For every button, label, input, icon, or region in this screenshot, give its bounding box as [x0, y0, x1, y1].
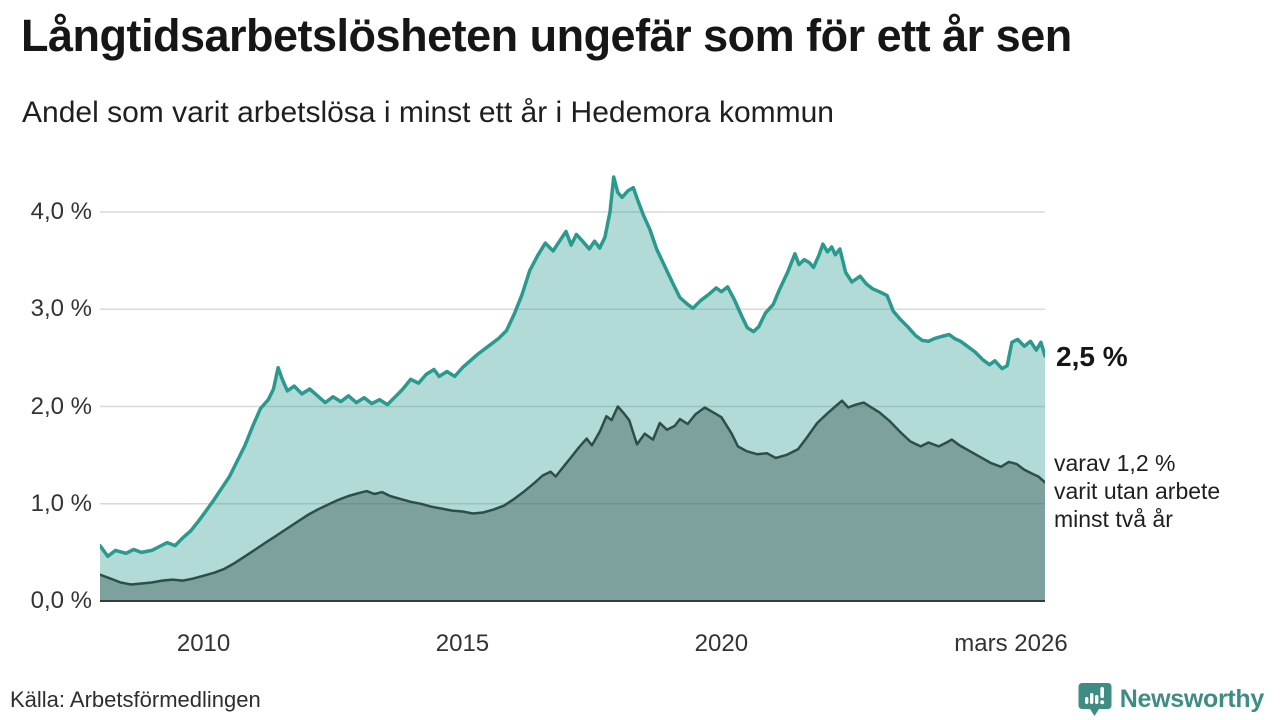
y-tick-label: 1,0 %: [30, 489, 92, 517]
subseries-annotation-line3: minst två år: [1054, 506, 1173, 532]
y-tick-label: 3,0 %: [30, 295, 92, 323]
page-subtitle: Andel som varit arbetslösa i minst ett å…: [22, 96, 834, 129]
x-tick-label: 2015: [435, 630, 490, 657]
plot-area: [98, 165, 1047, 605]
x-tick-label: mars 2026: [954, 630, 1068, 657]
y-tick-label: 2,0 %: [30, 392, 92, 420]
page-title: Långtidsarbetslösheten ungefär som för e…: [21, 10, 1072, 61]
area-chart: [98, 175, 1047, 602]
newsworthy-wordmark: Newsworthy: [1119, 685, 1265, 713]
series-area-1: [100, 177, 1045, 601]
x-tick-label: 2020: [694, 630, 749, 657]
source-attribution: Källa: Arbetsförmedlingen: [10, 687, 261, 712]
series-line-1: [98, 175, 1047, 559]
series-end-value-label: 2,5 %: [1056, 341, 1128, 372]
series-line-2: [98, 399, 1047, 586]
x-tick-label: 2010: [176, 630, 231, 657]
bar-chart-speech-bubble-icon: [1078, 683, 1112, 716]
series-area-2: [100, 400, 1045, 601]
newsworthy-logo: Newsworthy: [1078, 682, 1264, 717]
subseries-annotation-line1: varav 1,2 %: [1054, 450, 1176, 476]
y-tick-label: 0,0 %: [30, 587, 92, 614]
y-tick-label: 4,0 %: [30, 198, 92, 225]
subseries-annotation: varav 1,2 % varit utan arbete minst två …: [1054, 449, 1220, 533]
subseries-annotation-line2: varit utan arbete: [1054, 478, 1221, 504]
